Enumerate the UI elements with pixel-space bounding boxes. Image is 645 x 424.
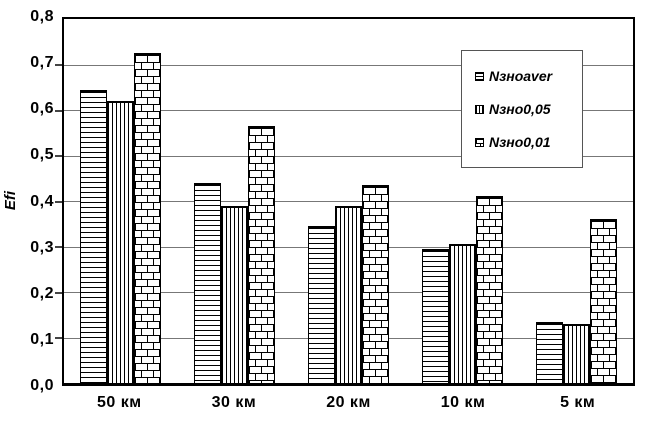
x-tick-label: 30 км [211,394,257,411]
y-tick-label: 0,0 [30,377,54,394]
gridline [55,109,633,112]
legend-label: Nзно0,01 [489,134,551,150]
legend-label: Nзно0,05 [489,101,551,117]
legend-entry-nzno001: Nзно0,01 [475,134,582,150]
legend-label: Nзноaver [489,68,553,84]
gridline [55,155,633,157]
brick-swatch-icon [475,137,484,147]
bar-group-10km [405,19,519,383]
bar-nzno001-50km [134,53,162,383]
bar-series-container [64,19,633,383]
bar-nzno001-10km [475,196,503,383]
vertical-lines-swatch-icon [475,104,484,114]
bar-nzno001-30km [248,125,276,383]
gridline [55,200,633,203]
bar-nzno005-5km [562,323,590,383]
bar-nzno001-20km [361,185,389,383]
bar-group-20km [292,19,406,383]
x-tick-label: 10 км [440,394,486,411]
x-axis-tick-labels: 50 км 30 км 20 км 10 км 5 км [62,394,635,416]
y-axis-tick-labels: 0,8 0,7 0,6 0,5 0,4 0,3 0,2 0,1 0,0 [0,8,54,394]
bar-nznoaver-50km [80,89,108,383]
bar-nzno001-5km [589,219,617,383]
bar-nznoaver-20km [307,226,335,383]
horizontal-lines-swatch-icon [475,71,484,81]
y-tick-label: 0,1 [30,330,54,348]
bar-nzno005-30km [221,205,249,383]
bar-nzno005-50km [107,100,135,383]
x-tick-label: 20 км [326,394,371,411]
legend-entry-nzno005: Nзно0,05 [475,101,582,117]
legend: Nзноaver Nзно0,05 Nзно0,01 [461,50,583,168]
bar-nznoaver-5km [535,321,563,383]
y-tick-label: 0,8 [30,8,54,25]
y-tick-label: 0,6 [30,100,54,118]
bar-nzno005-20km [334,205,362,383]
x-tick-label: 5 км [560,394,596,411]
bar-group-30km [178,19,292,383]
y-tick-label: 0,5 [30,146,54,164]
plot-area: Nзноaver Nзно0,05 Nзно0,01 [55,17,635,386]
y-tick-label: 0,4 [30,192,54,210]
y-tick-label: 0,2 [30,284,54,302]
bar-nzno005-10km [448,244,476,383]
bar-group-5km [519,19,633,383]
bar-group-50km [64,19,178,383]
x-tick-label: 50 км [97,394,142,411]
bar-nznoaver-30km [194,182,222,383]
gridline [55,64,633,66]
y-tick-label: 0,7 [30,54,54,72]
bar-nznoaver-10km [421,248,449,383]
y-tick-label: 0,3 [30,238,54,256]
legend-entry-nznoaver: Nзноaver [475,68,582,84]
